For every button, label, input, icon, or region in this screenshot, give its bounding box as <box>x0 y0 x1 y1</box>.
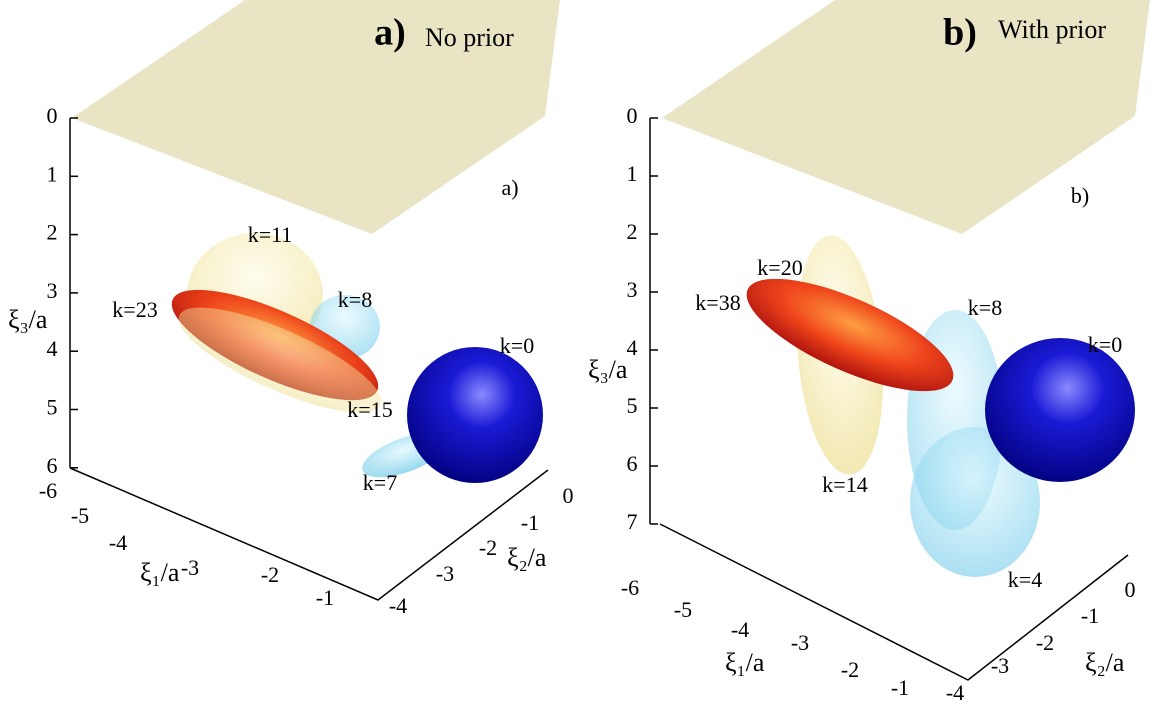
ellipsoid-label: k=20 <box>757 255 802 280</box>
z-tick-label: 4 <box>47 336 58 361</box>
z-tick-label: 2 <box>47 220 58 245</box>
inner-label: a) <box>501 175 518 200</box>
axis-label: ξ₃/a <box>8 305 48 334</box>
panel: 0 1 2 3 4 5 6-6 -5 -4 -3 -2 -1 -4 -3 -2 -1 0 k=11 k=8 k=23 k… <box>8 0 574 618</box>
ellipsoid <box>178 307 382 413</box>
x-tick-label: -6 <box>621 575 639 600</box>
z-tick-label: 1 <box>627 161 638 186</box>
x-tick-label: -5 <box>674 597 692 622</box>
z-tick-label: 5 <box>47 395 58 420</box>
y-tick-label: -2 <box>479 535 497 560</box>
base-axes <box>69 467 549 601</box>
ellipsoid-label: k=7 <box>363 470 397 495</box>
ellipsoid-label: k=8 <box>968 295 1002 320</box>
z-tick-label: 6 <box>627 451 638 476</box>
panel-title: With prior <box>998 15 1106 44</box>
y-tick-label: -1 <box>1081 603 1099 628</box>
z-tick-label: 1 <box>47 161 58 186</box>
x-tick-label: -6 <box>39 478 57 503</box>
x-tick-label: -2 <box>261 562 279 587</box>
y-tick-label: -3 <box>991 653 1009 678</box>
ellipsoid-label: k=8 <box>338 287 372 312</box>
y-tick-label: -4 <box>389 593 407 618</box>
inner-label: b) <box>1071 183 1089 208</box>
ellipsoid-label: k=38 <box>695 290 740 315</box>
y-tick-label: -4 <box>946 680 964 705</box>
x-tick-label: -3 <box>791 630 809 655</box>
y-tick-label: 0 <box>1125 577 1136 602</box>
x-tick-label: -4 <box>731 617 749 642</box>
y-tick-label: -3 <box>436 561 454 586</box>
z-tick-label: 6 <box>47 453 58 478</box>
z-tick-label: 4 <box>627 335 638 360</box>
ellipsoid <box>910 427 1040 577</box>
y-tick-label: -2 <box>1036 630 1054 655</box>
axis-label: ξ₁/a <box>140 558 180 587</box>
panel-letter: b) <box>943 12 977 54</box>
ellipsoid-label: k=14 <box>822 472 867 497</box>
ellipsoid-label: k=15 <box>347 397 392 422</box>
x-tick-label: -4 <box>109 530 127 555</box>
axis-label: ξ₂/a <box>507 543 547 572</box>
z-tick-label: 2 <box>627 219 638 244</box>
ellipsoid-label: k=0 <box>500 333 534 358</box>
panel-letter: a) <box>374 12 406 54</box>
z-tick-label: 3 <box>47 278 58 303</box>
panel: 0 1 2 3 4 5 6 7 -6 -5 -4 -3 -2 -1 -4 -3 -2 -1 0 k=20 k=38 k=8… <box>588 0 1150 705</box>
x-tick-label: -3 <box>181 555 199 580</box>
ellipsoid-label: k=11 <box>248 222 293 247</box>
x-tick-label: -5 <box>71 503 89 528</box>
floor-plane <box>662 0 1150 234</box>
y-tick-label: 0 <box>563 483 574 508</box>
y-tick-label: -1 <box>521 510 539 535</box>
ellipsoid <box>985 338 1135 482</box>
z-tick-label: 5 <box>627 393 638 418</box>
x-tick-label: -1 <box>316 585 334 610</box>
axis-label: ξ₂/a <box>1085 648 1125 677</box>
z-tick-label: 7 <box>627 509 638 534</box>
floor-plane <box>72 0 560 234</box>
z-tick-label: 0 <box>47 103 58 128</box>
ellipsoid-label: k=0 <box>1088 332 1122 357</box>
x-tick-label: -2 <box>841 657 859 682</box>
z-tick-label: 3 <box>627 277 638 302</box>
base-axes <box>659 523 1129 681</box>
ellipsoid <box>746 278 954 392</box>
ellipsoid <box>407 347 543 483</box>
axis-label: ξ₃/a <box>588 355 628 384</box>
axis-label: ξ₁/a <box>725 648 765 677</box>
panel-title: No prior <box>425 23 514 52</box>
ellipsoid-label: k=23 <box>112 297 157 322</box>
x-tick-label: -1 <box>891 675 909 700</box>
ellipsoid-label: k=4 <box>1008 567 1042 592</box>
z-tick-label: 0 <box>627 103 638 128</box>
